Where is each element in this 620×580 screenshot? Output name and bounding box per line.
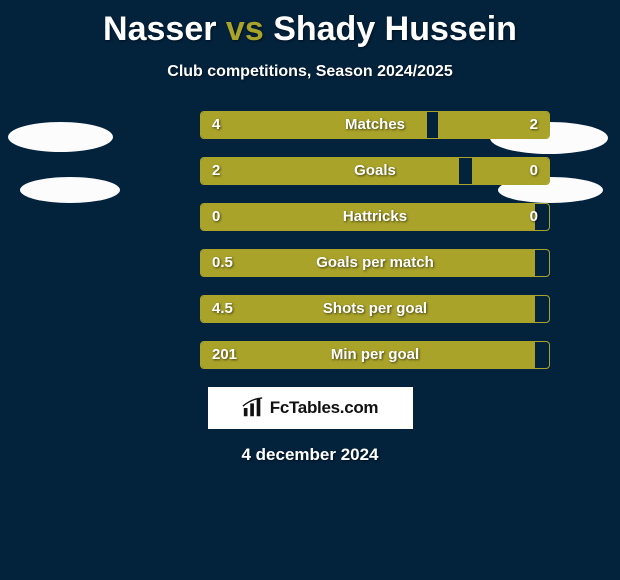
logo-box: FcTables.com bbox=[208, 387, 413, 429]
stat-row: Min per goal201 bbox=[70, 341, 550, 369]
bar-track bbox=[200, 111, 550, 139]
date-text: 4 december 2024 bbox=[0, 445, 620, 465]
bar-chart-icon bbox=[242, 397, 264, 419]
player1-name: Nasser bbox=[103, 10, 216, 48]
player2-name: Shady Hussein bbox=[273, 10, 517, 48]
bar-track bbox=[200, 295, 550, 323]
logo-text: FcTables.com bbox=[270, 398, 379, 418]
stat-row: Matches42 bbox=[70, 111, 550, 139]
stat-row: Goals20 bbox=[70, 157, 550, 185]
bar-right bbox=[472, 158, 549, 184]
bar-right bbox=[438, 112, 549, 138]
bar-track bbox=[200, 203, 550, 231]
subtitle: Club competitions, Season 2024/2025 bbox=[0, 63, 620, 81]
bar-left bbox=[201, 342, 535, 368]
comparison-chart: Matches42 Goals20 Hattricks00 Goals per mat… bbox=[0, 111, 620, 369]
bar-left bbox=[201, 250, 535, 276]
bar-track bbox=[200, 249, 550, 277]
bar-left bbox=[201, 112, 427, 138]
bar-track bbox=[200, 157, 550, 185]
bar-left bbox=[201, 296, 535, 322]
bar-left bbox=[201, 204, 535, 230]
page-title: Nasser vs Shady Hussein bbox=[0, 0, 620, 49]
bar-gap bbox=[434, 112, 438, 138]
bar-left bbox=[201, 158, 459, 184]
bar-gap bbox=[468, 158, 472, 184]
stat-row: Shots per goal4.5 bbox=[70, 295, 550, 323]
stat-row: Hattricks00 bbox=[70, 203, 550, 231]
vs-text: vs bbox=[226, 10, 264, 48]
stat-row: Goals per match0.5 bbox=[70, 249, 550, 277]
bar-track bbox=[200, 341, 550, 369]
